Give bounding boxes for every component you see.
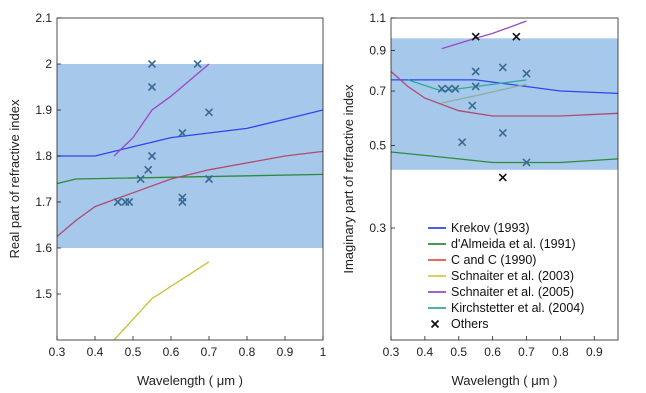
plot-frame — [390, 17, 619, 341]
data-point — [522, 69, 531, 78]
y-tick-label: 2.1 — [35, 11, 52, 25]
series-line — [441, 20, 527, 50]
series-line — [57, 173, 323, 185]
x-tick-label: 0.9 — [277, 345, 294, 359]
data-point — [471, 32, 480, 41]
data-point — [498, 63, 507, 72]
y-tick-label: 1.1 — [369, 11, 386, 25]
x-tick-label: 0.8 — [552, 345, 569, 359]
y-tick-label: 2 — [45, 57, 52, 71]
data-point — [451, 84, 460, 93]
legend-label: Kirchstetter et al. (2004) — [451, 301, 584, 315]
data-point — [178, 128, 187, 138]
y-tick-label: 1.6 — [35, 241, 52, 255]
data-point — [125, 197, 134, 207]
series-line — [57, 150, 323, 237]
x-tick-label: 0.5 — [125, 345, 142, 359]
y-axis-label: Real part of refractive index — [7, 99, 22, 258]
real-index-panel: 0.3 0.4 0.5 0.6 0.7 0.8 0.9 1 1.5 1.6 1.7 1.8 1.9 2 2.… — [7, 11, 327, 388]
series-line — [407, 79, 527, 92]
series-line — [441, 83, 527, 104]
series-line — [391, 79, 618, 95]
y-tick-label: 0.7 — [369, 84, 386, 98]
legend-label: C and C (1990) — [451, 253, 536, 267]
legend-marker — [430, 319, 440, 329]
data-point — [437, 84, 446, 93]
x-tick-label: 0.6 — [163, 345, 180, 359]
x-axis-label: Wavelength ( μm ) — [452, 373, 558, 388]
series-line — [113, 63, 210, 157]
series-line — [391, 71, 618, 117]
y-tick-label: 1.8 — [35, 149, 52, 163]
x-tick-label: 0.3 — [383, 345, 400, 359]
y-axis-label: Imaginary part of refractive index — [341, 84, 356, 274]
y-tick-label: 1.7 — [35, 195, 52, 209]
x-tick-label: 0.6 — [484, 345, 501, 359]
data-point — [147, 151, 157, 161]
legend-label: d'Almeida et al. (1991) — [451, 237, 576, 251]
data-point — [147, 59, 157, 69]
data-point — [458, 138, 467, 147]
x-tick-label: 0.3 — [49, 345, 66, 359]
series-line — [57, 109, 323, 157]
y-tick-label: 1.5 — [35, 287, 52, 301]
data-point — [113, 197, 122, 207]
legend-label: Schnaiter et al. (2005) — [451, 285, 574, 299]
x-tick-label: 0.7 — [201, 345, 218, 359]
uncertainty-band — [57, 64, 323, 248]
x-tick-label: 1 — [320, 345, 327, 359]
data-point — [178, 197, 187, 207]
data-point — [498, 173, 507, 182]
series-line — [113, 261, 210, 340]
x-tick-label: 0.4 — [87, 345, 104, 359]
imaginary-index-panel: 0.3 0.4 0.5 0.6 0.7 0.8 0.9 0.3 0.5 0.7 0.9 1.1 Wave… — [341, 11, 619, 388]
data-point — [444, 84, 453, 93]
data-point — [468, 101, 477, 110]
data-point — [136, 174, 145, 184]
x-tick-label: 0.4 — [417, 345, 434, 359]
data-point — [144, 165, 153, 174]
data-point — [193, 59, 202, 69]
y-tick-label: 0.3 — [369, 221, 386, 235]
data-point — [471, 82, 480, 91]
x-tick-label: 0.8 — [239, 345, 256, 359]
data-point — [147, 82, 157, 92]
data-point — [204, 108, 214, 117]
data-point — [512, 32, 521, 41]
legend-label: Schnaiter et al. (2003) — [451, 269, 574, 283]
legend-label: Others — [451, 317, 489, 331]
legend-label: Krekov (1993) — [451, 221, 530, 235]
data-point — [471, 67, 480, 76]
y-tick-label: 0.5 — [369, 138, 386, 152]
x-tick-label: 0.5 — [450, 345, 467, 359]
x-axis-label: Wavelength ( μm ) — [137, 373, 243, 388]
data-point — [498, 128, 507, 138]
x-tick-label: 0.9 — [586, 345, 603, 359]
uncertainty-band — [391, 38, 618, 170]
data-point — [522, 158, 531, 167]
y-tick-label: 1.9 — [35, 103, 52, 117]
x-tick-label: 0.7 — [518, 345, 535, 359]
y-tick-label: 0.9 — [369, 43, 386, 57]
plot-frame — [56, 17, 324, 341]
legend: Krekov (1993) d'Almeida et al. (1991) C an… — [428, 221, 584, 331]
series-line — [391, 151, 618, 164]
data-point — [204, 174, 214, 184]
